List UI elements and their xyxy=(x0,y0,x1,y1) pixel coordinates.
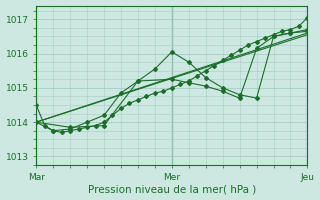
X-axis label: Pression niveau de la mer( hPa ): Pression niveau de la mer( hPa ) xyxy=(88,184,256,194)
